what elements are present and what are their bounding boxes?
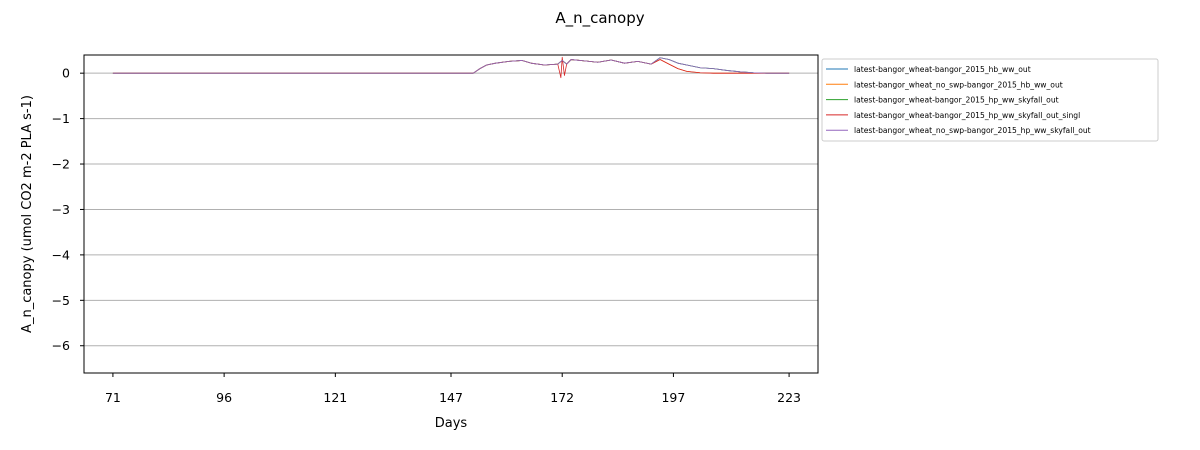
x-tick-label: 96 — [216, 390, 232, 405]
legend-entry-label: latest-bangor_wheat_no_swp-bangor_2015_h… — [854, 126, 1091, 135]
y-tick-label: 0 — [62, 66, 70, 81]
y-tick-label: −3 — [52, 202, 70, 217]
legend-entry-label: latest-bangor_wheat-bangor_2015_hb_ww_ou… — [854, 65, 1031, 74]
y-tick-label: −5 — [52, 293, 70, 308]
legend-entry-label: latest-bangor_wheat-bangor_2015_hp_ww_sk… — [854, 111, 1080, 120]
legend: latest-bangor_wheat-bangor_2015_hb_ww_ou… — [821, 58, 1159, 142]
y-tick-label: −2 — [52, 157, 70, 172]
x-tick-label: 71 — [105, 390, 121, 405]
legend-entry-label: latest-bangor_wheat_no_swp-bangor_2015_h… — [854, 80, 1063, 89]
plot-frame — [83, 54, 819, 374]
y-tick-label: −6 — [52, 338, 70, 353]
legend-box — [821, 58, 1159, 142]
y-axis-title: A_n_canopy (umol CO2 m-2 PLA s-1) — [20, 95, 35, 333]
x-tick-label: 172 — [550, 390, 574, 405]
x-axis-title: Days — [435, 416, 468, 431]
y-axis-ticks: 0 −1 −2 −3 −4 −5 −6 — [52, 66, 84, 353]
x-tick-label: 147 — [439, 390, 463, 405]
chart-title: A_n_canopy — [555, 9, 644, 28]
series-line-5 — [112, 57, 790, 74]
x-tick-label: 223 — [777, 390, 801, 405]
series-line-4 — [112, 56, 790, 79]
legend-entry-label: latest-bangor_wheat-bangor_2015_hp_ww_sk… — [854, 96, 1059, 105]
x-tick-label: 197 — [661, 390, 685, 405]
gridlines — [84, 72, 818, 347]
x-tick-label: 121 — [323, 390, 347, 405]
y-tick-label: −1 — [52, 111, 70, 126]
y-tick-label: −4 — [52, 247, 70, 262]
x-axis-ticks: 71 96 121 147 172 197 223 — [105, 373, 801, 405]
series-lines — [112, 56, 790, 79]
